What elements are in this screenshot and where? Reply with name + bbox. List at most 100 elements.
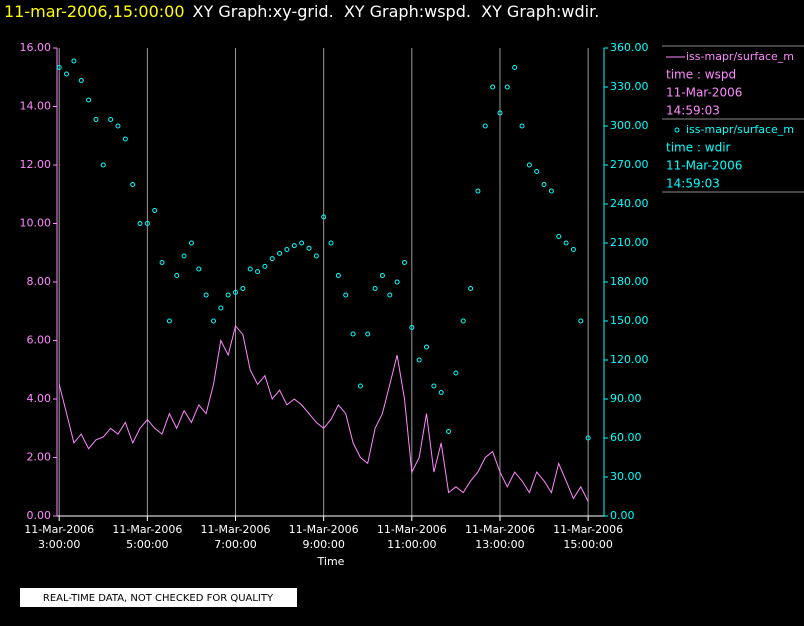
data-point bbox=[144, 221, 150, 226]
data-point bbox=[64, 71, 70, 77]
data-point bbox=[108, 117, 114, 122]
data-point bbox=[218, 305, 224, 311]
x-tick-label: 3:00:00 bbox=[38, 538, 80, 551]
data-point bbox=[556, 234, 562, 239]
data-point bbox=[291, 243, 297, 249]
x-tick-label: 11-Mar-2006 bbox=[24, 523, 94, 536]
data-point bbox=[541, 182, 547, 187]
data-point bbox=[78, 78, 84, 83]
x-tick-label: 13:00:00 bbox=[475, 538, 524, 551]
data-point bbox=[122, 136, 128, 142]
data-point bbox=[401, 260, 407, 265]
data-point bbox=[460, 318, 466, 324]
chart-subtitle: XY Graph:xy-grid. XY Graph:wspd. XY Grap… bbox=[193, 2, 600, 21]
data-point bbox=[86, 97, 92, 103]
data-point bbox=[453, 370, 459, 376]
data-point bbox=[137, 221, 143, 226]
data-point bbox=[188, 240, 194, 246]
data-point bbox=[100, 162, 106, 168]
data-point bbox=[306, 245, 312, 251]
y-tick-label: 6.00 bbox=[27, 334, 52, 347]
data-point bbox=[578, 318, 584, 324]
y-tick-label: 12.00 bbox=[20, 158, 52, 171]
data-point bbox=[394, 279, 400, 285]
data-point bbox=[446, 429, 452, 434]
x-tick-label: 5:00:00 bbox=[126, 538, 168, 551]
data-point bbox=[519, 123, 525, 129]
data-point bbox=[321, 214, 327, 220]
data-point bbox=[526, 162, 532, 168]
data-point bbox=[277, 250, 283, 256]
legend-detail: 11-Mar-2006 bbox=[666, 159, 742, 173]
data-point bbox=[534, 169, 540, 174]
data-point bbox=[240, 286, 246, 291]
data-point bbox=[328, 240, 334, 246]
data-point bbox=[431, 383, 437, 389]
legend-detail: 14:59:03 bbox=[666, 104, 720, 118]
y2-tick-label: 330.00 bbox=[610, 80, 649, 93]
data-point bbox=[233, 289, 239, 295]
footer-box bbox=[20, 588, 297, 607]
data-point bbox=[357, 383, 363, 389]
data-point bbox=[350, 331, 356, 337]
data-point bbox=[196, 266, 202, 272]
x-tick-label: 7:00:00 bbox=[214, 538, 256, 551]
data-point bbox=[269, 256, 275, 262]
x-tick-label: 11-Mar-2006 bbox=[377, 523, 447, 536]
data-point bbox=[56, 65, 62, 70]
chart-title: 11-mar-2006,15:00:00 bbox=[4, 2, 185, 21]
y2-tick-label: 60.00 bbox=[610, 431, 642, 444]
legend-detail: time : wdir bbox=[666, 141, 731, 155]
data-point bbox=[93, 117, 99, 122]
data-point bbox=[387, 292, 393, 298]
y2-tick-label: 0.00 bbox=[610, 509, 635, 522]
x-tick-label: 11-Mar-2006 bbox=[289, 523, 359, 536]
y-tick-label: 4.00 bbox=[27, 392, 52, 405]
y2-tick-label: 360.00 bbox=[610, 41, 649, 54]
y-tick-label: 14.00 bbox=[20, 100, 52, 113]
x-tick-label: 15:00:00 bbox=[563, 538, 612, 551]
y2-tick-label: 180.00 bbox=[610, 275, 649, 288]
x-tick-label: 9:00:00 bbox=[302, 538, 344, 551]
data-point bbox=[424, 344, 430, 350]
x-tick-label: 11-Mar-2006 bbox=[201, 523, 271, 536]
data-point bbox=[438, 390, 444, 395]
data-point bbox=[225, 292, 231, 298]
data-point bbox=[130, 182, 136, 187]
data-point bbox=[482, 123, 488, 129]
data-point bbox=[416, 357, 422, 363]
data-point bbox=[475, 188, 481, 194]
y-tick-label: 10.00 bbox=[20, 217, 52, 230]
y-tick-label: 8.00 bbox=[27, 275, 52, 288]
data-point bbox=[313, 253, 319, 259]
legend-label: iss-mapr/surface_m bbox=[686, 123, 794, 136]
y-tick-label: 2.00 bbox=[27, 451, 52, 464]
data-point bbox=[255, 269, 261, 275]
data-point bbox=[504, 84, 510, 90]
data-point bbox=[181, 253, 187, 259]
chart-header: 11-mar-2006,15:00:00 XY Graph:xy-grid. XY… bbox=[4, 2, 599, 21]
legend-detail: 11-Mar-2006 bbox=[666, 86, 742, 100]
data-point bbox=[365, 331, 371, 337]
data-point bbox=[497, 110, 503, 116]
x-axis-title: Time bbox=[317, 555, 345, 568]
data-point bbox=[262, 263, 268, 269]
y2-tick-label: 210.00 bbox=[610, 236, 649, 249]
y2-tick-label: 30.00 bbox=[610, 470, 642, 483]
data-point bbox=[203, 292, 209, 298]
legend-label: iss-mapr/surface_m bbox=[686, 50, 794, 63]
data-point bbox=[159, 260, 165, 265]
data-line bbox=[58, 324, 589, 502]
data-point bbox=[343, 292, 349, 298]
x-tick-label: 11-Mar-2006 bbox=[465, 523, 535, 536]
data-point bbox=[71, 58, 77, 64]
data-point bbox=[152, 208, 158, 213]
x-tick-label: 11-Mar-2006 bbox=[112, 523, 182, 536]
data-point bbox=[548, 188, 554, 194]
data-point bbox=[379, 273, 385, 278]
y2-tick-label: 240.00 bbox=[610, 197, 649, 210]
data-point bbox=[570, 247, 576, 252]
data-point bbox=[409, 325, 415, 330]
